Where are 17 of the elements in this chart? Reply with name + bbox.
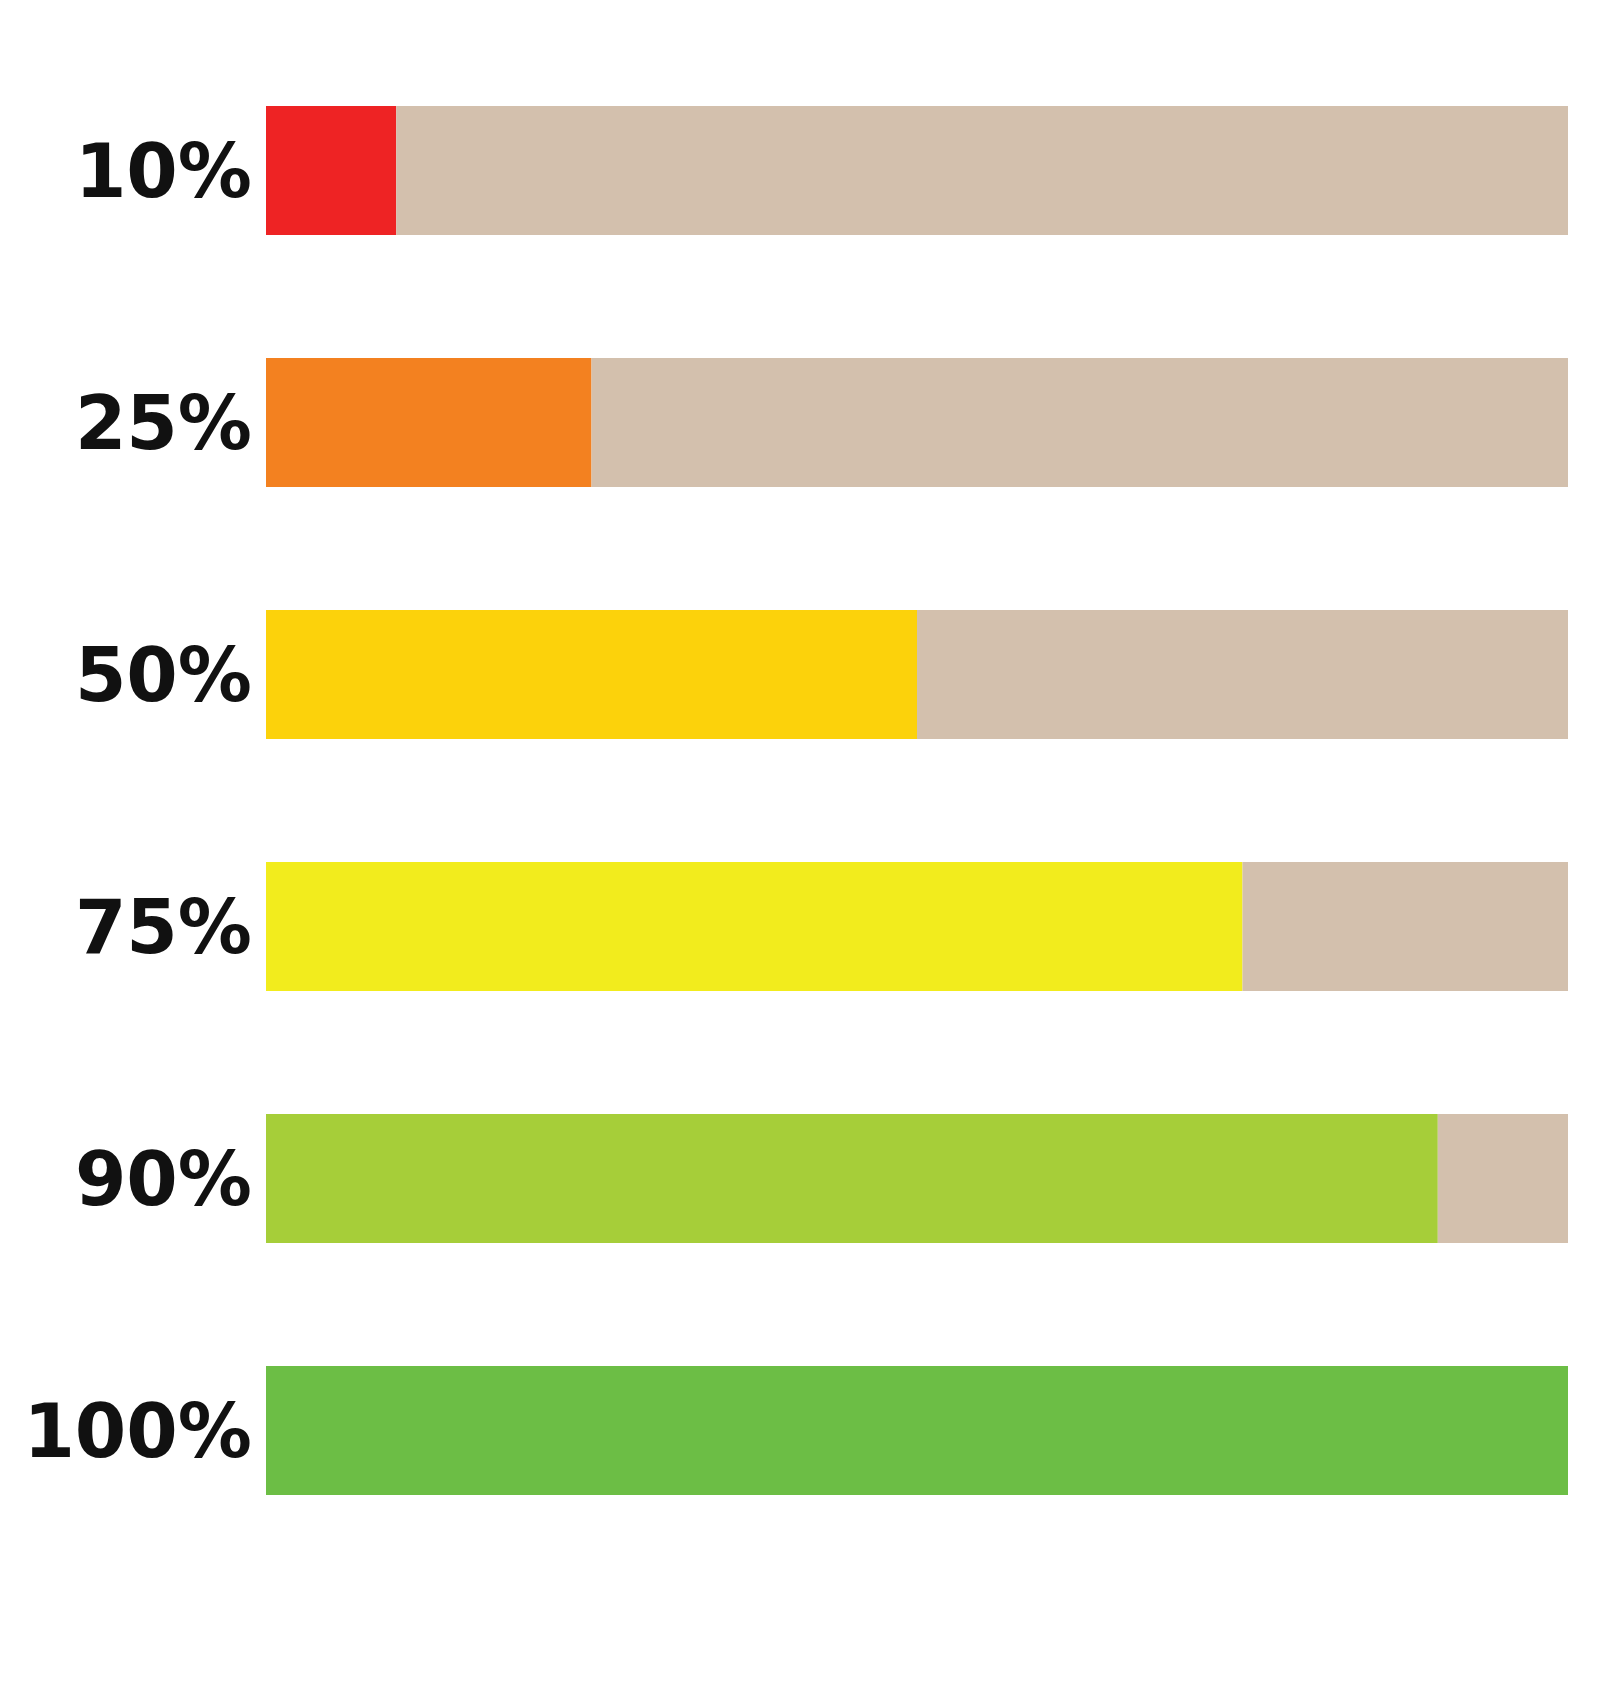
data-label: 90% bbox=[74, 1135, 252, 1222]
bar bbox=[396, 106, 1568, 235]
bar bbox=[266, 862, 1243, 991]
bar bbox=[917, 610, 1568, 739]
bar bbox=[266, 610, 917, 739]
bar bbox=[266, 1366, 1568, 1495]
data-label: 75% bbox=[74, 883, 252, 970]
data-label: 10% bbox=[74, 127, 252, 214]
data-label: 50% bbox=[74, 631, 252, 718]
data-label: 100% bbox=[23, 1387, 252, 1474]
bar bbox=[591, 358, 1568, 487]
bar bbox=[1242, 862, 1568, 991]
data-label: 25% bbox=[74, 379, 252, 466]
bar bbox=[266, 106, 397, 235]
bar bbox=[266, 358, 592, 487]
bar bbox=[266, 1114, 1438, 1243]
bar bbox=[1437, 1114, 1568, 1243]
